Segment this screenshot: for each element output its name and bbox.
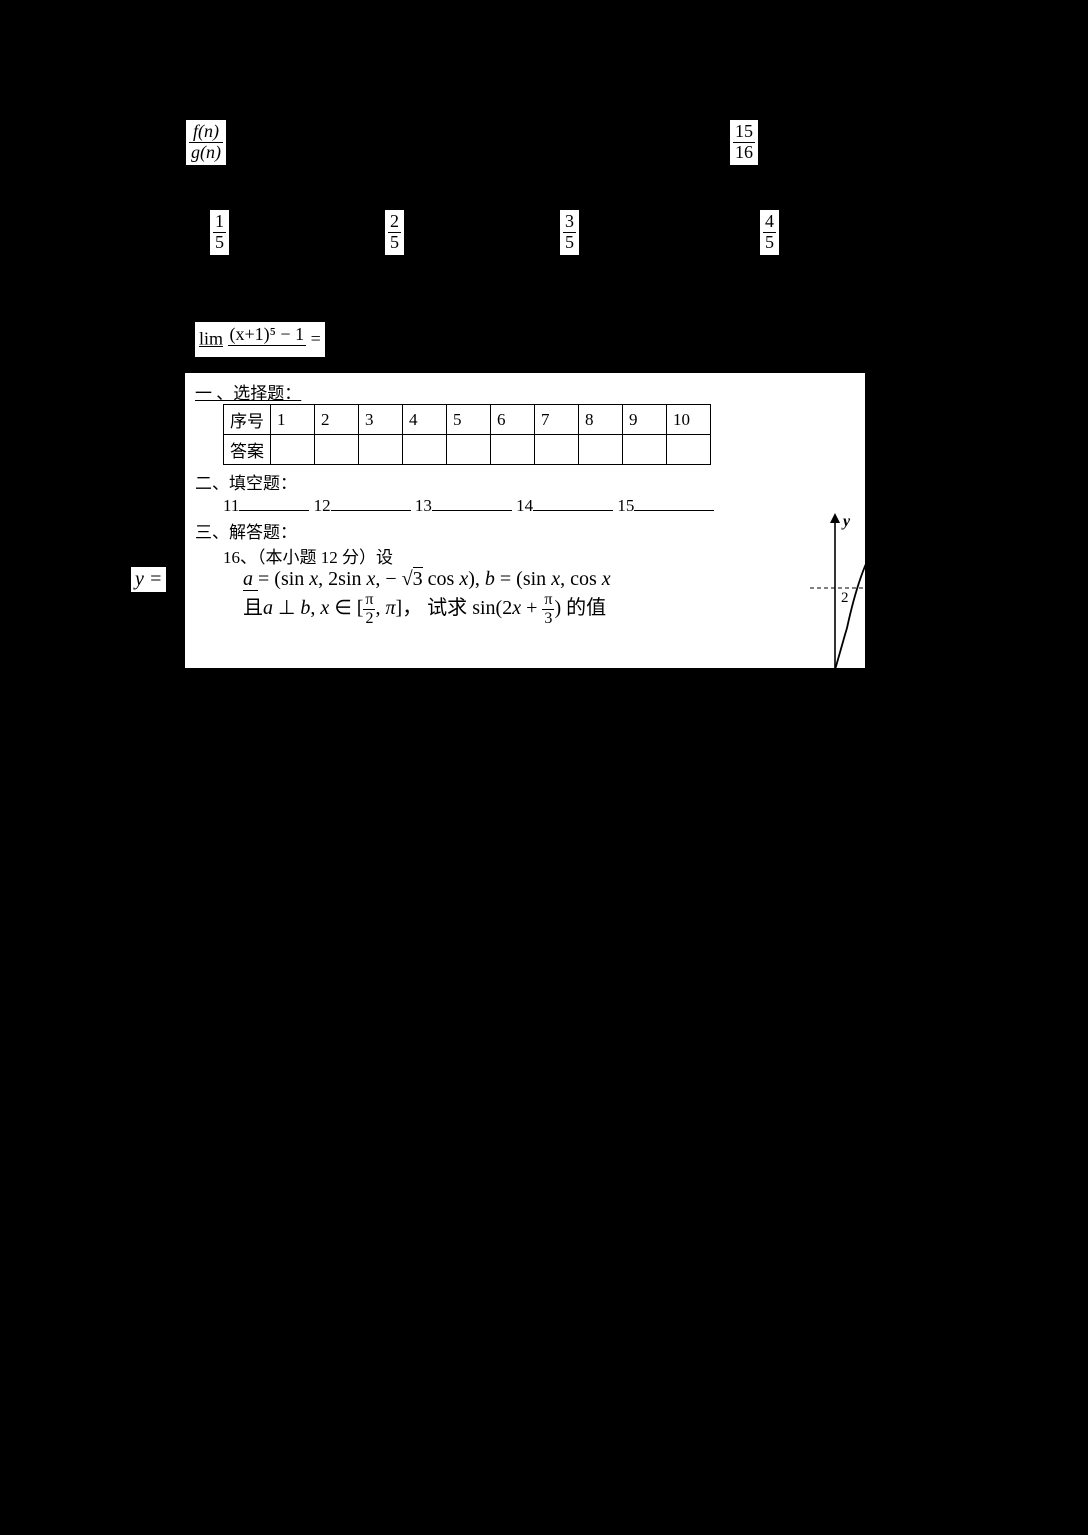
dash-value: 2: [841, 590, 849, 606]
blank-15: 15: [617, 496, 634, 515]
function-graph: y x O 2 2π 9 5π 9: [805, 508, 1005, 708]
frac-den: 16: [733, 143, 755, 163]
x-axis-label: x: [989, 660, 998, 677]
fraction-15-16: 15 16: [730, 120, 758, 165]
sec1-text: 一 、选择题：: [195, 384, 301, 403]
tick1-den: 9: [867, 698, 873, 712]
q16-expr-a: a: [243, 568, 258, 591]
frac-den: 5: [563, 233, 576, 253]
tick2-den: 9: [917, 698, 923, 712]
content-area: 一 、选择题： 序号 1 2 3 4 5 6 7 8 9 10 答案: [185, 373, 865, 668]
tick2-num: 5π: [913, 683, 925, 697]
pi-2-num: π: [363, 591, 375, 610]
table-answer-row: 答案: [224, 435, 711, 465]
blank-line: [634, 494, 714, 511]
q16-label: 16、（本小题 12 分）设: [223, 543, 855, 568]
pi-2-den: 2: [363, 610, 375, 628]
frac-den: g(n): [189, 143, 223, 163]
col-1: 1: [271, 405, 315, 435]
lim-text: lim: [199, 329, 223, 349]
answer-table: 序号 1 2 3 4 5 6 7 8 9 10 答案: [223, 404, 711, 465]
pi-3-num: π: [542, 591, 554, 610]
section-2-title: 二、填空题：: [195, 469, 855, 494]
ans-6: [491, 435, 535, 465]
header-label: 序号: [224, 405, 271, 435]
option-d-frac: 4 5: [760, 210, 779, 255]
section-3-title: 三、解答题：: [195, 518, 855, 543]
limit-expression: lim (x+1)⁵ − 1 . =: [195, 322, 325, 358]
q16-line1: a = (sin x, 2sin x, − √3 cos x), b = (si…: [243, 568, 855, 591]
frac-num: 1: [213, 212, 226, 233]
side-y-equals: y =: [130, 566, 167, 593]
ans-5: [447, 435, 491, 465]
fill-blanks-row: 11 12 13 14 15: [223, 494, 855, 516]
col-2: 2: [315, 405, 359, 435]
frac-num: 4: [763, 212, 776, 233]
col-7: 7: [535, 405, 579, 435]
col-9: 9: [623, 405, 667, 435]
ans-4: [403, 435, 447, 465]
y-axis-label: y: [841, 513, 851, 530]
blank-line: [331, 494, 411, 511]
frac-den: 5: [763, 233, 776, 253]
col-6: 6: [491, 405, 535, 435]
blank-11: 11: [223, 496, 239, 515]
blank-line: [533, 494, 613, 511]
option-a-frac: 1 5: [210, 210, 229, 255]
frac-den: 5: [388, 233, 401, 253]
q16-line2: 且a ⊥ b, x ∈ [π2, π]， 试求 sin(2x + π3) 的值: [243, 591, 855, 628]
ans-7: [535, 435, 579, 465]
blank-line: [239, 494, 309, 511]
frac-num: 15: [733, 122, 755, 143]
option-b-frac: 2 5: [385, 210, 404, 255]
blank-12: 12: [314, 496, 331, 515]
frac-den: 5: [213, 233, 226, 253]
col-8: 8: [579, 405, 623, 435]
ans-1: [271, 435, 315, 465]
limit-num: (x+1)⁵ − 1: [228, 324, 307, 346]
ans-3: [359, 435, 403, 465]
ans-8: [579, 435, 623, 465]
frac-num: 3: [563, 212, 576, 233]
option-c-frac: 3 5: [560, 210, 579, 255]
ans-10: [667, 435, 711, 465]
table-header-row: 序号 1 2 3 4 5 6 7 8 9 10: [224, 405, 711, 435]
col-4: 4: [403, 405, 447, 435]
blank-line: [432, 494, 512, 511]
frac-num: f(n): [189, 122, 223, 143]
fraction-fn-gn: f(n) g(n): [186, 120, 226, 165]
page-root: f(n) g(n) 15 16 1 5 2 5 3 5 4 5: [0, 0, 1088, 1535]
col-5: 5: [447, 405, 491, 435]
limit-eq: =: [311, 329, 321, 349]
tick1-num: 2π: [863, 683, 875, 697]
ans-2: [315, 435, 359, 465]
col-3: 3: [359, 405, 403, 435]
frac-num: 2: [388, 212, 401, 233]
answer-label: 答案: [224, 435, 271, 465]
section-1-title: 一 、选择题：: [195, 379, 855, 404]
graph-svg: y x O 2 2π 9 5π 9: [805, 508, 1005, 718]
blank-14: 14: [516, 496, 533, 515]
ans-9: [623, 435, 667, 465]
col-10: 10: [667, 405, 711, 435]
pi-3-den: 3: [542, 610, 554, 628]
blank-13: 13: [415, 496, 432, 515]
